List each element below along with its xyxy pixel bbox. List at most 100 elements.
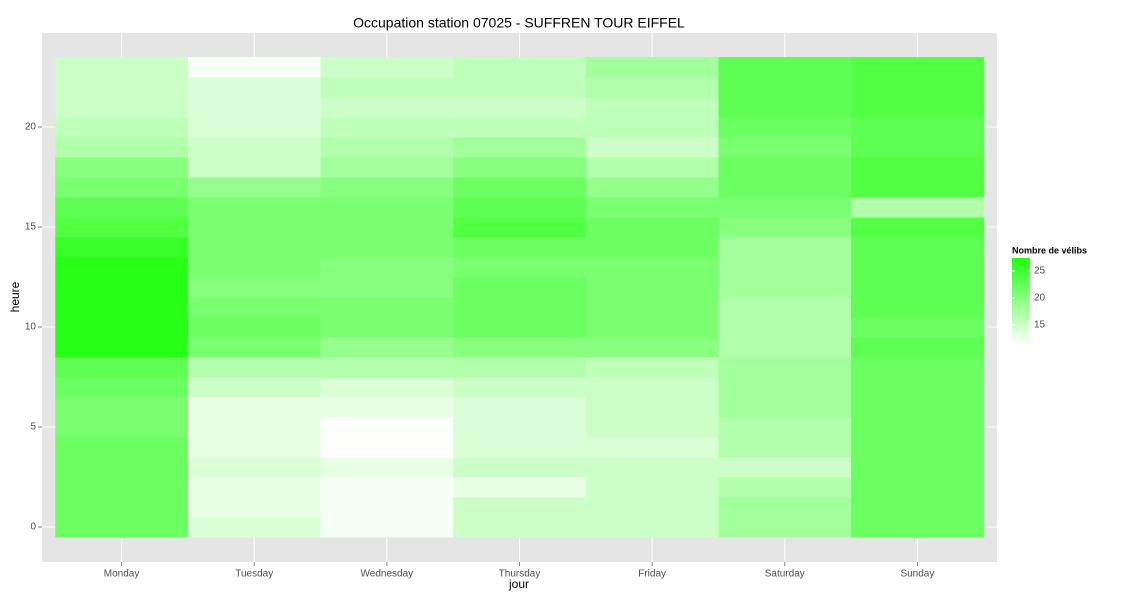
heat-cell [851,117,985,138]
heat-cell [453,217,587,238]
heat-cell [851,397,985,418]
heat-cell [718,237,852,258]
y-axis-title: heure [8,281,22,312]
heat-cell [453,337,587,358]
heat-cell [585,497,719,518]
heat-cell [453,117,587,138]
heat-cell [187,317,322,338]
heat-cell [453,497,587,518]
heat-cell [320,177,454,198]
heat-cell [585,57,719,78]
x-tick-label: Wednesday [361,569,414,580]
heat-cell [851,497,985,518]
heat-cell [453,57,587,78]
heat-cell [718,257,852,278]
heat-cell [718,417,852,438]
heat-cell [851,97,985,118]
y-tick-label: 5 [30,422,36,433]
heat-cell [187,137,322,158]
x-axis-title: jour [508,577,529,591]
heat-cell [187,257,322,278]
heat-cell [718,97,852,118]
heat-cell [718,157,852,178]
heat-cell [187,497,322,518]
heat-cell [55,497,189,518]
heat-cell [320,217,454,238]
heat-cell [55,137,189,158]
heat-cell [718,397,852,418]
legend-tick-label: 15 [1034,320,1046,331]
heat-cell [718,177,852,198]
heat-cell [320,337,454,358]
heat-cell [187,117,322,138]
heat-cell [55,317,189,338]
heat-cell [320,237,454,258]
heat-cell [718,457,852,478]
heat-cell [453,157,587,178]
heat-cell [187,277,322,298]
legend-tick-label: 25 [1034,266,1046,277]
heat-cell [851,417,985,438]
heat-cell [718,517,852,538]
heat-cell [320,57,454,78]
heat-cell [453,437,587,458]
heat-cell [851,277,985,298]
heat-cell [453,397,587,418]
heat-cell [453,177,587,198]
heat-cell [585,397,719,418]
heat-cell [453,417,587,438]
heat-cell [453,137,587,158]
heat-cell [585,477,719,498]
heat-cell [585,157,719,178]
heat-cell [718,337,852,358]
heat-cell [320,477,454,498]
heat-cell [55,297,189,318]
heat-cell [585,277,719,298]
heat-cell [320,317,454,338]
heat-cell [320,377,454,398]
heat-cell [718,437,852,458]
heat-cell [718,357,852,378]
legend-tick-label: 20 [1034,293,1046,304]
heat-cell [320,417,454,438]
heat-cell [851,177,985,198]
heat-cell [320,97,454,118]
heat-cell [585,237,719,258]
heat-cell [187,437,322,458]
heat-cell [718,377,852,398]
x-tick-label: Monday [104,569,140,580]
legend-title: Nombre de vélibs [1012,245,1087,255]
heat-cell [187,77,322,98]
heat-cell [851,477,985,498]
heat-cell [453,517,587,538]
heat-cell [585,297,719,318]
y-tick-label: 0 [30,522,36,533]
heat-cell [187,357,322,378]
heat-cell [320,297,454,318]
heat-cell [187,217,322,238]
heat-cell [585,117,719,138]
heat-cell [453,477,587,498]
heat-cell [453,197,587,218]
heat-cell [320,457,454,478]
heat-cell [55,437,189,458]
heat-cell [187,57,322,78]
heat-cell [55,517,189,538]
heat-cell [453,237,587,258]
heat-cell [55,177,189,198]
heat-cell [320,397,454,418]
heat-cell [453,77,587,98]
heat-cell [718,57,852,78]
heat-cell [851,257,985,278]
heat-cell [585,317,719,338]
heat-cell [55,97,189,118]
heat-cell [585,457,719,478]
heat-cell [851,357,985,378]
heat-cell [718,217,852,238]
legend-colorbar [1012,258,1030,345]
heat-cell [187,377,322,398]
heat-cell [187,477,322,498]
x-tick-label: Tuesday [235,569,273,580]
heat-cell [453,257,587,278]
heat-cell [55,417,189,438]
